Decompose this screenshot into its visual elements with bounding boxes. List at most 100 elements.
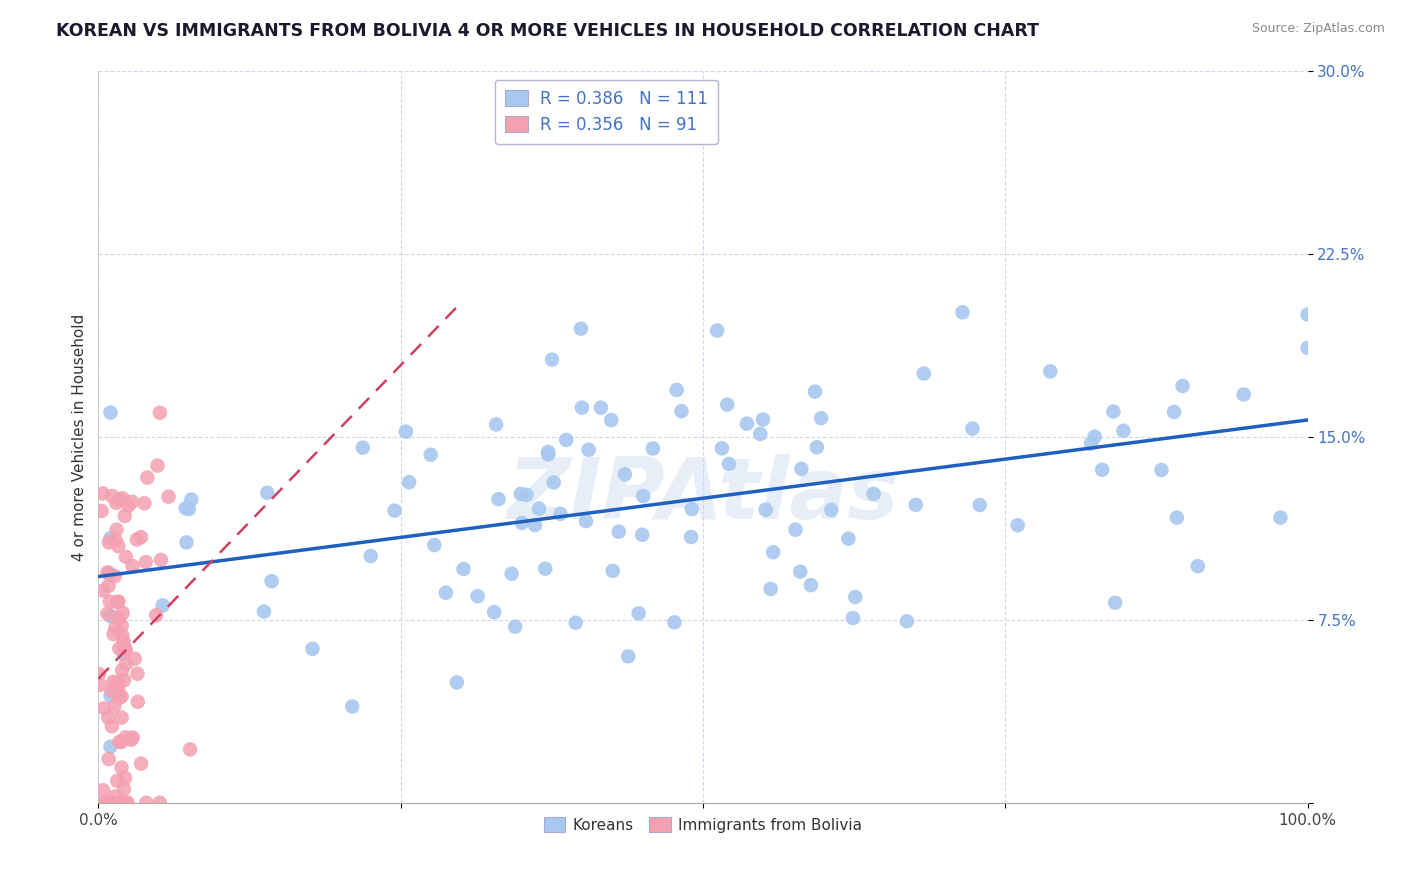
Point	[177, 502, 200, 516]
Point	[105, 773, 128, 788]
Point	[446, 675, 468, 690]
Point	[681, 530, 703, 544]
Point	[969, 498, 991, 512]
Point	[810, 411, 832, 425]
Point	[149, 406, 172, 420]
Point	[575, 514, 598, 528]
Point	[97, 566, 120, 580]
Point	[91, 783, 114, 797]
Point	[589, 401, 612, 415]
Point	[352, 441, 374, 455]
Point	[117, 796, 139, 810]
Point	[789, 565, 811, 579]
Point	[135, 555, 157, 569]
Point	[149, 796, 172, 810]
Point	[537, 445, 560, 459]
Point	[759, 582, 782, 596]
Point	[904, 498, 927, 512]
Point	[1091, 463, 1114, 477]
Point	[100, 608, 122, 623]
Point	[1166, 510, 1188, 524]
Point	[110, 710, 132, 724]
Point	[844, 590, 866, 604]
Point	[555, 433, 578, 447]
Point	[127, 666, 149, 681]
Point	[806, 440, 828, 454]
Point	[1102, 404, 1125, 418]
Point	[1080, 436, 1102, 450]
Point	[755, 502, 778, 516]
Point	[1039, 364, 1062, 378]
Point	[100, 406, 122, 420]
Point	[571, 401, 593, 415]
Point	[360, 549, 382, 563]
Point	[110, 760, 132, 774]
Point	[111, 690, 134, 704]
Point	[837, 532, 859, 546]
Point	[117, 499, 139, 513]
Point	[614, 467, 637, 482]
Point	[103, 699, 125, 714]
Point	[398, 475, 420, 490]
Point	[129, 756, 152, 771]
Point	[108, 492, 131, 507]
Point	[752, 412, 775, 426]
Point	[100, 683, 122, 698]
Point	[121, 731, 143, 745]
Point	[105, 676, 128, 690]
Point	[1007, 518, 1029, 533]
Point	[434, 585, 457, 599]
Point	[509, 487, 531, 501]
Point	[665, 383, 688, 397]
Point	[384, 503, 406, 517]
Point	[785, 523, 807, 537]
Point	[1112, 424, 1135, 438]
Point	[110, 735, 132, 749]
Point	[98, 595, 121, 609]
Point	[482, 605, 505, 619]
Point	[125, 533, 148, 547]
Point	[253, 605, 276, 619]
Point	[115, 549, 138, 564]
Point	[111, 618, 134, 632]
Point	[100, 689, 122, 703]
Point	[174, 501, 197, 516]
Point	[90, 504, 112, 518]
Point	[112, 635, 135, 649]
Point	[180, 492, 202, 507]
Point	[97, 752, 120, 766]
Point	[541, 352, 564, 367]
Point	[503, 620, 526, 634]
Point	[94, 796, 117, 810]
Point	[1163, 405, 1185, 419]
Point	[146, 458, 169, 473]
Point	[100, 796, 122, 810]
Point	[145, 608, 167, 623]
Point	[121, 559, 143, 574]
Point	[108, 641, 131, 656]
Point	[395, 425, 418, 439]
Point	[534, 561, 557, 575]
Legend: Koreans, Immigrants from Bolivia: Koreans, Immigrants from Bolivia	[537, 812, 869, 839]
Point	[107, 539, 129, 553]
Point	[103, 674, 125, 689]
Point	[129, 530, 152, 544]
Point	[87, 667, 110, 681]
Point	[124, 651, 146, 665]
Point	[105, 523, 128, 537]
Point	[912, 367, 935, 381]
Point	[115, 657, 138, 671]
Point	[91, 583, 114, 598]
Point	[111, 796, 134, 810]
Point	[485, 417, 508, 432]
Point	[896, 614, 918, 628]
Point	[842, 611, 865, 625]
Point	[617, 649, 640, 664]
Point	[100, 609, 122, 624]
Point	[564, 615, 586, 630]
Point	[135, 796, 157, 810]
Point	[962, 421, 984, 435]
Point	[104, 569, 127, 583]
Point	[800, 578, 823, 592]
Point	[510, 516, 533, 530]
